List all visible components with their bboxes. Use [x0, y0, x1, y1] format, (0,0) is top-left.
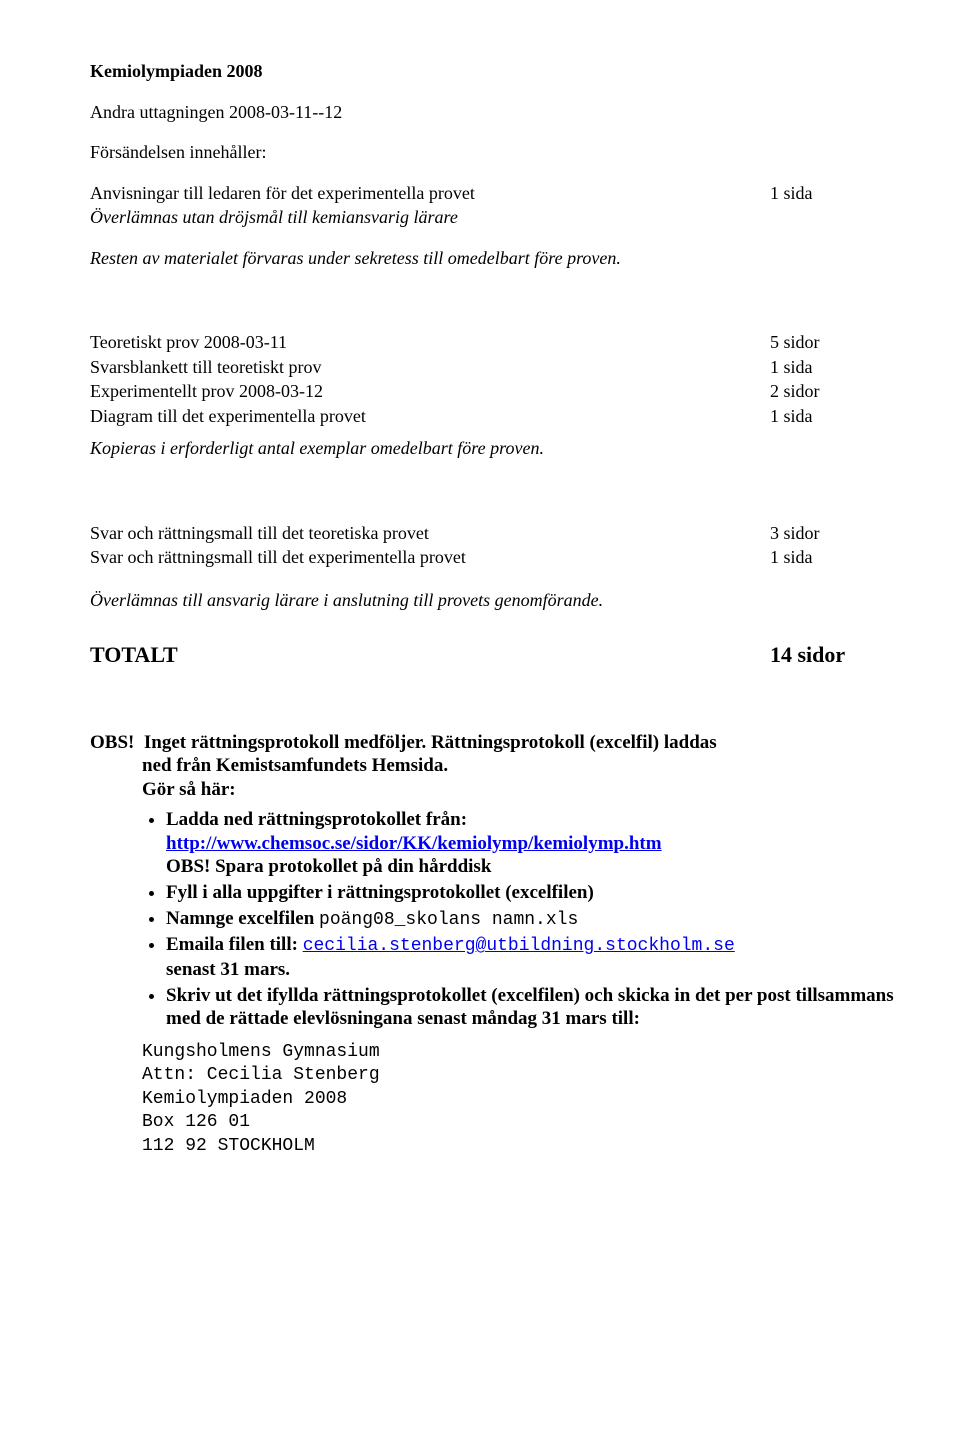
list-item: Emaila filen till: cecilia.stenberg@utbi…	[166, 933, 900, 981]
item-pages: 1 sida	[750, 182, 900, 205]
filename-mono: poäng08_skolans namn.xls	[319, 910, 578, 930]
item-row: Teoretiskt prov 2008-03-11 5 sidor	[90, 331, 900, 354]
total-value: 14 sidor	[750, 641, 900, 669]
address-line: Attn: Cecilia Stenberg	[142, 1064, 900, 1087]
obs-heading: OBS! Inget rättningsprotokoll medföljer.…	[90, 731, 900, 755]
obs-text-2: ned från Kemistsamfundets Hemsida.	[90, 754, 900, 778]
list-item: Fyll i alla uppgifter i rättningsprotoko…	[166, 881, 900, 905]
note-text: Kopieras i erforderligt antal exemplar o…	[90, 437, 900, 460]
note-text: Överlämnas utan dröjsmål till kemiansvar…	[90, 206, 900, 229]
total-label: TOTALT	[90, 641, 178, 669]
gor-sa-har: Gör så här:	[90, 778, 900, 802]
contains-label: Försändelsen innehåller:	[90, 141, 900, 164]
item-row: Experimentellt prov 2008-03-12 2 sidor	[90, 380, 900, 403]
item-pages: 5 sidor	[750, 331, 900, 354]
item-row: Svarsblankett till teoretiskt prov 1 sid…	[90, 356, 900, 379]
item-row: Svar och rättningsmall till det experime…	[90, 546, 900, 569]
list-item: Namnge excelfilen poäng08_skolans namn.x…	[166, 907, 900, 932]
obs-prefix: OBS!	[90, 732, 134, 753]
email-link[interactable]: cecilia.stenberg@utbildning.stockholm.se	[303, 936, 735, 956]
address-line: Kungsholmens Gymnasium	[142, 1041, 900, 1064]
subtitle: Andra uttagningen 2008-03-11--12	[90, 101, 900, 124]
list-item-text: Emaila filen till:	[166, 934, 303, 955]
note-text: Överlämnas till ansvarig lärare i anslut…	[90, 589, 900, 612]
item-label: Experimentellt prov 2008-03-12	[90, 380, 750, 403]
address-line: 112 92 STOCKHOLM	[142, 1135, 900, 1158]
list-item-text: Namnge excelfilen	[166, 908, 319, 929]
list-item: Ladda ned rättningsprotokollet från: htt…	[166, 808, 900, 879]
item-label: Teoretiskt prov 2008-03-11	[90, 331, 750, 354]
item-pages: 1 sida	[750, 405, 900, 428]
item-pages: 1 sida	[750, 356, 900, 379]
item-pages: 2 sidor	[750, 380, 900, 403]
address-block: Kungsholmens Gymnasium Attn: Cecilia Ste…	[90, 1041, 900, 1158]
obs-text-1: Inget rättningsprotokoll medföljer. Rätt…	[144, 732, 717, 753]
download-link[interactable]: http://www.chemsoc.se/sidor/KK/kemiolymp…	[166, 833, 662, 854]
list-item-text: senast 31 mars.	[166, 959, 290, 980]
item-label: Svar och rättningsmall till det experime…	[90, 546, 750, 569]
instruction-list: Ladda ned rättningsprotokollet från: htt…	[90, 808, 900, 1031]
item-pages: 3 sidor	[750, 522, 900, 545]
item-label: Svar och rättningsmall till det teoretis…	[90, 522, 750, 545]
item-pages: 1 sida	[750, 546, 900, 569]
address-line: Box 126 01	[142, 1111, 900, 1134]
total-row: TOTALT 14 sidor	[90, 641, 900, 669]
list-item-text: OBS! Spara protokollet på din hårddisk	[166, 856, 491, 877]
item-label: Anvisningar till ledaren för det experim…	[90, 182, 750, 205]
page-title: Kemiolympiaden 2008	[90, 60, 900, 83]
note-text: Resten av materialet förvaras under sekr…	[90, 247, 900, 270]
list-item-text: Ladda ned rättningsprotokollet från:	[166, 809, 467, 830]
item-label: Svarsblankett till teoretiskt prov	[90, 356, 750, 379]
item-row: Anvisningar till ledaren för det experim…	[90, 182, 900, 205]
address-line: Kemiolympiaden 2008	[142, 1088, 900, 1111]
item-row: Svar och rättningsmall till det teoretis…	[90, 522, 900, 545]
item-row: Diagram till det experimentella provet 1…	[90, 405, 900, 428]
item-label: Diagram till det experimentella provet	[90, 405, 750, 428]
list-item: Skriv ut det ifyllda rättningsprotokolle…	[166, 984, 900, 1032]
